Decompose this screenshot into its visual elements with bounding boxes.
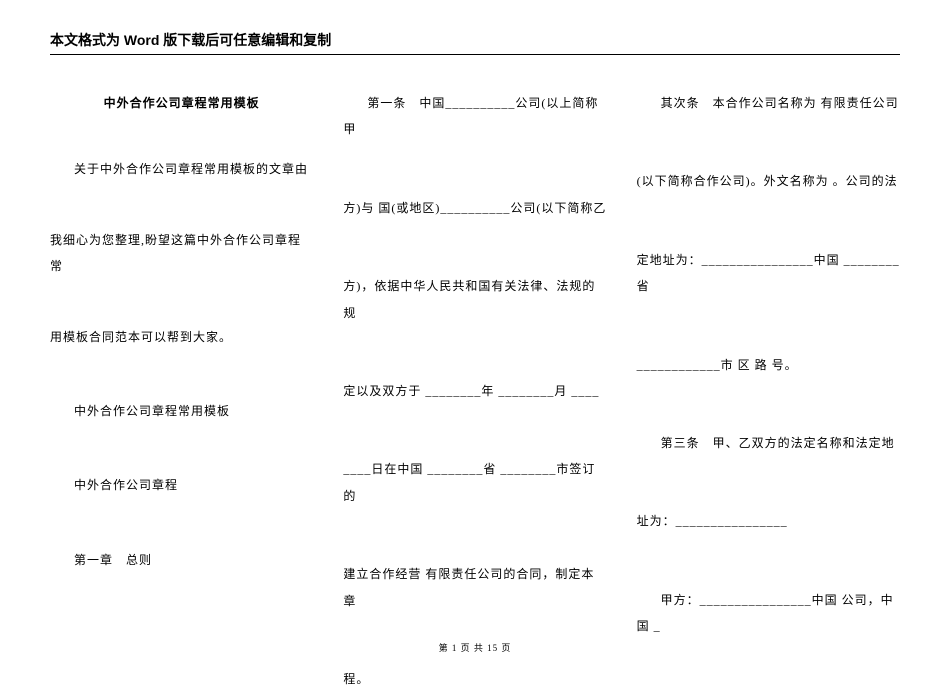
col2-para4: 定以及双方于 ________年 ________月 ____	[343, 378, 606, 404]
col3-para7: 甲方：________________中国 公司，中国 _	[637, 587, 900, 640]
column-1: 中外合作公司章程常用模板 关于中外合作公司章程常用模板的文章由 我细心为您整理,…	[50, 78, 313, 612]
col3-para6: 址为：________________	[637, 508, 900, 534]
col2-para6: 建立合作经营 有限责任公司的合同，制定本章	[343, 561, 606, 614]
col1-para6: 第一章 总则	[50, 547, 313, 573]
col2-para2: 方)与 国(或地区)__________公司(以下简称乙	[343, 195, 606, 221]
col2-para1: 第一条 中国__________公司(以上简称甲	[343, 90, 606, 143]
column-2: 第一条 中国__________公司(以上简称甲 方)与 国(或地区)_____…	[343, 78, 606, 612]
col3-para2: (以下简称合作公司)。外文名称为 。公司的法	[637, 168, 900, 194]
col1-para1: 关于中外合作公司章程常用模板的文章由	[50, 156, 313, 182]
col2-para7: 程。	[343, 666, 606, 692]
column-3: 其次条 本合作公司名称为 有限责任公司 (以下简称合作公司)。外文名称为 。公司…	[637, 78, 900, 612]
col3-para1: 其次条 本合作公司名称为 有限责任公司	[637, 90, 900, 116]
col3-para4: ____________市 区 路 号。	[637, 352, 900, 378]
col2-para3: 方)，依据中华人民共和国有关法律、法规的规	[343, 273, 606, 326]
header-notice: 本文格式为 Word 版下载后可任意编辑和复制	[50, 32, 331, 48]
col1-para3: 用模板合同范本可以帮到大家。	[50, 324, 313, 350]
col1-para2: 我细心为您整理,盼望这篇中外合作公司章程常	[50, 227, 313, 280]
col3-para5: 第三条 甲、乙双方的法定名称和法定地	[637, 430, 900, 456]
doc-title: 中外合作公司章程常用模板	[50, 90, 313, 116]
page-number: 第 1 页 共 15 页	[439, 643, 512, 653]
col1-para5: 中外合作公司章程	[50, 472, 313, 498]
col1-para4: 中外合作公司章程常用模板	[50, 398, 313, 424]
header-bar: 本文格式为 Word 版下载后可任意编辑和复制	[50, 30, 900, 55]
col2-para5: ____日在中国 ________省 ________市签订的	[343, 456, 606, 509]
content-area: 中外合作公司章程常用模板 关于中外合作公司章程常用模板的文章由 我细心为您整理,…	[50, 78, 900, 612]
page-footer: 第 1 页 共 15 页	[0, 641, 950, 654]
col3-para3: 定地址为：________________中国 ________省	[637, 247, 900, 300]
